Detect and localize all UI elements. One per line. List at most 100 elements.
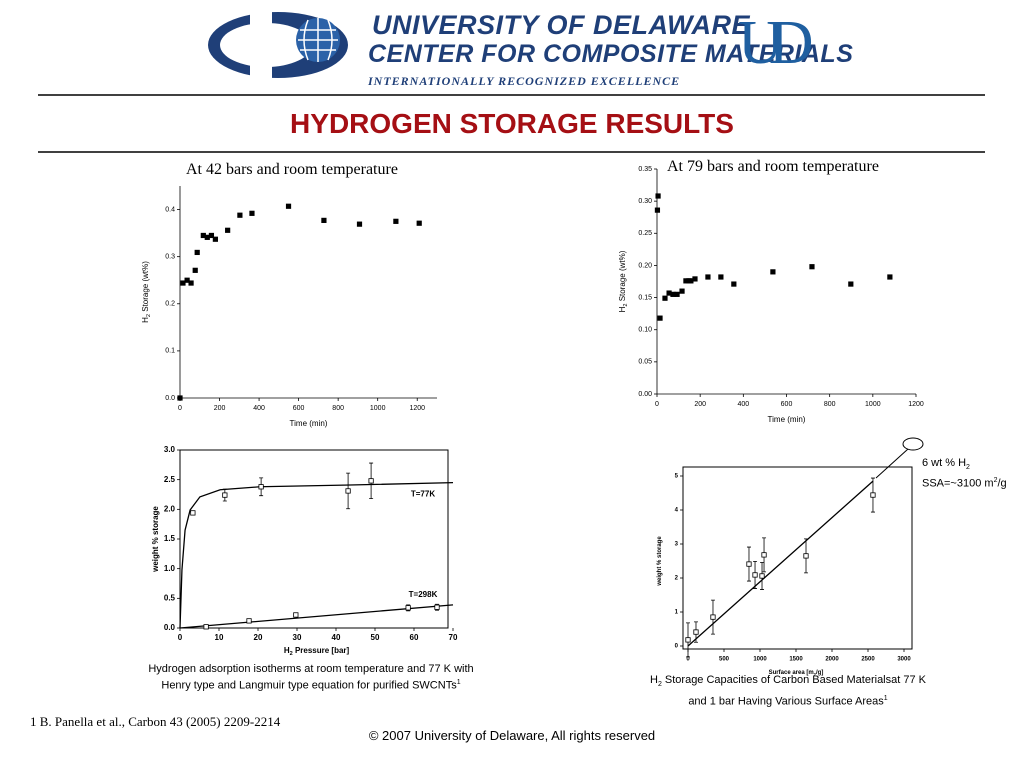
data-point <box>759 573 765 579</box>
x-tick-label: 200 <box>694 401 706 408</box>
callout-text: /g <box>997 477 1007 490</box>
y-tick-label: 0.2 <box>165 301 175 308</box>
x-axis-label-part: /g] <box>816 670 823 676</box>
caption-sup: 1 <box>883 695 888 703</box>
y-tick-label: 0.35 <box>638 166 652 173</box>
y-tick-label: 2.5 <box>164 475 176 484</box>
x-tick-label: 0 <box>655 401 659 408</box>
x-tick-label: 1500 <box>789 657 803 663</box>
caption-text: Storage Capacities of Carbon Based Mater… <box>661 674 926 708</box>
callout-text: 6 wt % H <box>922 457 967 469</box>
x-tick-label: 600 <box>293 405 305 412</box>
tagline: INTERNATIONALLY RECOGNIZED EXCELLENCE <box>368 74 681 88</box>
footer: © 2007 University of Delaware, All right… <box>368 728 656 743</box>
x-tick-label: 400 <box>253 405 265 412</box>
data-point <box>368 478 374 484</box>
chart-title: At 42 bars and room temperature <box>186 161 398 178</box>
x-axis-label: Time (min) <box>290 419 328 428</box>
y-tick-label: 0.4 <box>165 206 175 213</box>
y-axis-label-part: H <box>141 317 150 323</box>
x-tick-label: 2000 <box>825 657 839 663</box>
y-tick-label: 2 <box>675 576 679 582</box>
x-axis-label: Time (min) <box>768 415 806 424</box>
chart: 0.0 0.5 1.0 1.5 2.0 2.5 3.0 0 10 20 30 40 50 60 70 H2 P… <box>151 445 458 657</box>
data-point <box>679 288 685 294</box>
data-point <box>225 227 231 233</box>
data-point <box>204 234 210 240</box>
x-axis-label-part: Pressure [bar] <box>293 646 350 655</box>
x-tick-label: 20 <box>254 633 263 642</box>
y-tick-label: 1 <box>675 610 679 616</box>
caption: Hydrogen adsorption isotherms at room te… <box>138 662 484 693</box>
y-axis-label: H2 Storage (wt%) <box>141 261 152 323</box>
x-tick-label: 1200 <box>908 401 924 408</box>
data-point <box>246 618 252 624</box>
data-point <box>887 274 893 280</box>
x-tick-label: 3000 <box>897 657 911 663</box>
y-tick-label: 3.0 <box>164 445 176 454</box>
slide-title: HYDROGEN STORAGE RESULTS <box>290 108 734 139</box>
data-point <box>710 614 716 620</box>
callout-sub: 2 <box>966 464 970 472</box>
callout-line <box>875 448 909 479</box>
series-label: T=77K <box>411 490 435 499</box>
data-point <box>654 207 661 213</box>
data-point <box>192 267 198 273</box>
y-tick-label: 0.10 <box>638 327 652 334</box>
data-point <box>212 236 218 242</box>
x-tick-label: 1000 <box>370 405 386 412</box>
y-tick-label: 0.20 <box>638 262 652 269</box>
data-point <box>848 281 854 287</box>
y-tick-label: 1.5 <box>164 534 176 543</box>
callout: 6 wt % H2 SSA=~3100 m2/g <box>922 457 1007 491</box>
data-point <box>434 604 440 610</box>
plot-frame <box>682 466 913 650</box>
y-tick-label: 0.15 <box>638 294 652 301</box>
x-tick-label: 1000 <box>753 657 767 663</box>
x-tick-label: 1000 <box>865 401 881 408</box>
x-axis-label-part: Surface area [m <box>769 670 814 676</box>
data-point <box>655 193 661 199</box>
y-axis-label: weight % storage <box>657 536 663 587</box>
data-point <box>693 629 699 635</box>
caption-sub: 2 <box>657 681 662 689</box>
y-tick-label: 0.1 <box>165 348 175 355</box>
x-tick-label: 30 <box>293 633 302 642</box>
data-point <box>249 210 255 216</box>
y-axis-label-part: weight % storage <box>151 506 160 573</box>
data-point <box>356 221 363 227</box>
y-tick-label: 0.05 <box>638 359 652 366</box>
data-point <box>770 269 776 275</box>
center-name: CENTER FOR COMPOSITE MATERIALS <box>368 40 854 68</box>
series-label: T=298K <box>409 590 438 599</box>
caption: H2 Storage Capacities of Carbon Based Ma… <box>640 673 936 709</box>
data-point <box>345 488 351 494</box>
x-axis-label: H2 Pressure [bar] <box>284 646 350 657</box>
data-point <box>180 280 186 286</box>
data-point <box>293 612 299 618</box>
x-tick-label: 60 <box>410 633 419 642</box>
y-tick-label: 0.5 <box>164 593 176 602</box>
y-axis-label-part: 2 <box>623 304 629 307</box>
data-point <box>321 217 327 223</box>
data-point <box>809 264 815 270</box>
fit-line <box>687 480 874 647</box>
data-point <box>203 624 209 630</box>
x-axis-label-part: 2 <box>290 651 293 657</box>
y-axis-label-part: H <box>618 306 627 312</box>
callout-text: SSA=~3100 m <box>922 477 994 490</box>
data-point <box>761 552 767 558</box>
ccm-logo <box>208 12 348 78</box>
x-tick-label: 800 <box>332 405 344 412</box>
x-tick-label: 40 <box>332 633 341 642</box>
data-point <box>692 276 698 282</box>
logo-globe-grid <box>298 18 338 62</box>
y-axis-label-part: Storage (wt%) <box>141 261 150 314</box>
data-point <box>674 291 680 297</box>
logo-shape <box>250 12 272 78</box>
data-point <box>752 572 758 578</box>
y-tick-label: 4 <box>675 508 679 514</box>
y-tick-label: 1.0 <box>164 564 176 573</box>
plot-frame <box>179 449 449 629</box>
data-point <box>177 395 183 401</box>
